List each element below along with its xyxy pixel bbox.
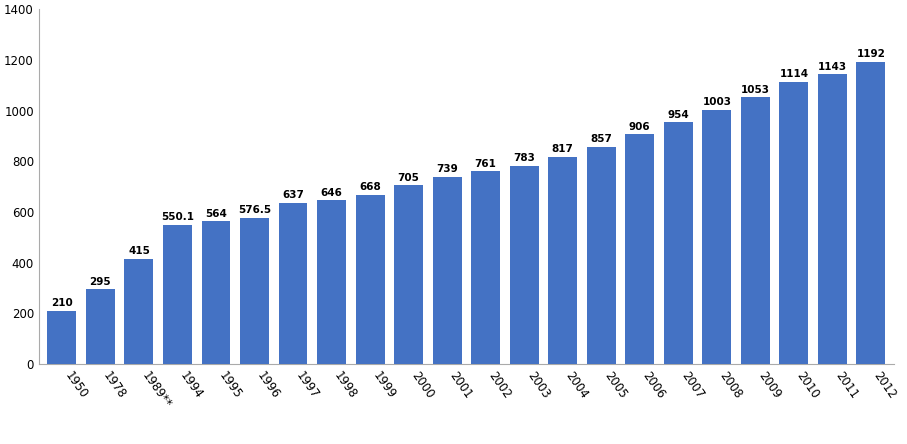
Bar bbox=[433, 177, 462, 364]
Text: 668: 668 bbox=[359, 182, 381, 192]
Bar bbox=[472, 171, 500, 364]
Text: 761: 761 bbox=[474, 159, 497, 169]
Bar bbox=[86, 289, 115, 364]
Text: 906: 906 bbox=[629, 122, 650, 132]
Bar bbox=[356, 195, 385, 364]
Text: 550.1: 550.1 bbox=[161, 212, 194, 222]
Text: 1192: 1192 bbox=[856, 49, 885, 59]
Text: 1114: 1114 bbox=[779, 69, 808, 79]
Bar bbox=[856, 62, 885, 364]
Text: 857: 857 bbox=[590, 134, 612, 144]
Text: 1003: 1003 bbox=[702, 97, 731, 107]
Text: 415: 415 bbox=[128, 246, 150, 256]
Bar bbox=[741, 97, 770, 364]
Bar bbox=[818, 74, 847, 364]
Bar bbox=[278, 202, 307, 364]
Bar bbox=[395, 185, 423, 364]
Bar bbox=[240, 218, 269, 364]
Bar bbox=[510, 166, 539, 364]
Bar bbox=[201, 221, 230, 364]
Text: 295: 295 bbox=[90, 277, 112, 287]
Bar bbox=[664, 122, 693, 364]
Bar bbox=[124, 259, 153, 364]
Bar bbox=[548, 157, 577, 364]
Bar bbox=[779, 82, 808, 364]
Bar bbox=[163, 225, 192, 364]
Bar bbox=[702, 110, 731, 364]
Text: 646: 646 bbox=[321, 188, 343, 198]
Text: 783: 783 bbox=[513, 153, 535, 163]
Text: 954: 954 bbox=[668, 110, 689, 120]
Text: 637: 637 bbox=[282, 190, 304, 200]
Text: 705: 705 bbox=[397, 173, 420, 183]
Text: 1143: 1143 bbox=[818, 62, 847, 72]
Bar bbox=[625, 135, 654, 364]
Bar bbox=[47, 311, 76, 364]
Text: 1053: 1053 bbox=[741, 85, 770, 95]
Bar bbox=[317, 200, 346, 364]
Text: 564: 564 bbox=[205, 209, 227, 218]
Text: 210: 210 bbox=[51, 298, 73, 308]
Bar bbox=[587, 147, 616, 364]
Text: 576.5: 576.5 bbox=[238, 206, 271, 215]
Text: 739: 739 bbox=[436, 164, 458, 174]
Text: 817: 817 bbox=[551, 144, 573, 155]
